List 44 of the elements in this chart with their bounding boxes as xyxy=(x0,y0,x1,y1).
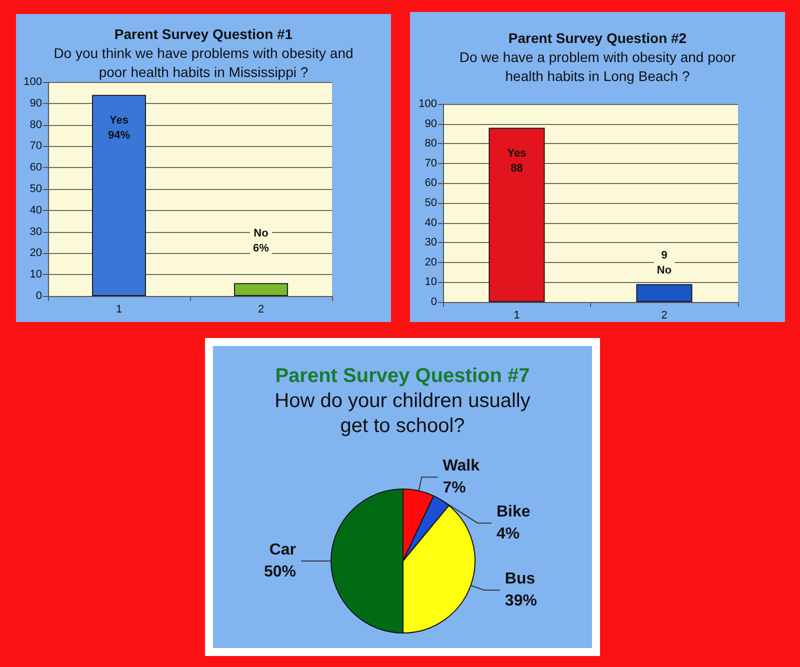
data-label: 7% xyxy=(442,480,466,497)
y-tick-label: 70 xyxy=(30,140,42,152)
chart-title: Parent Survey Question #1 xyxy=(113,25,294,44)
y-tick-label: 60 xyxy=(424,177,437,190)
chart-subtitle: Do we have a problem with obesity and poor health habits in Long Beach ? xyxy=(458,48,737,86)
y-tick-label: 100 xyxy=(24,76,42,88)
y-tick-label: 40 xyxy=(424,216,437,229)
data-label: 39% xyxy=(504,592,537,610)
y-tick-label: 30 xyxy=(30,226,42,238)
y-tick-label: 20 xyxy=(424,256,437,268)
y-tick-label: 100 xyxy=(418,98,437,110)
y-tick-label: 90 xyxy=(424,118,437,130)
x-tick-label: 2 xyxy=(661,310,668,322)
data-label: Yes 94% xyxy=(108,114,130,142)
y-tick-label: 30 xyxy=(424,236,437,249)
data-label: 4% xyxy=(496,526,520,543)
y-tick-label: 40 xyxy=(30,204,42,216)
y-tick-label: 20 xyxy=(30,247,42,260)
y-tick-label: 60 xyxy=(30,162,42,174)
y-tick-label: 10 xyxy=(424,276,437,288)
y-tick-label: 50 xyxy=(424,197,437,209)
data-label: 50% xyxy=(264,564,296,580)
slice-label: Bus xyxy=(504,570,536,588)
y-tick-label: 10 xyxy=(30,268,42,281)
y-tick-label: 0 xyxy=(430,296,437,308)
chart-subtitle: How do your children usually get to school? xyxy=(274,389,532,439)
y-tick-label: 70 xyxy=(424,157,437,170)
y-tick-label: 90 xyxy=(30,97,42,110)
x-tick-label: 1 xyxy=(514,310,520,322)
y-tick-label: 80 xyxy=(30,118,42,131)
y-tick-label: 50 xyxy=(30,183,42,195)
slice-label: Bike xyxy=(496,504,530,521)
slice-label: Walk xyxy=(442,458,480,475)
data-label: 9 No xyxy=(656,250,672,277)
x-tick-label: 1 xyxy=(116,304,122,316)
data-label: Yes 88 xyxy=(507,147,526,174)
y-tick-label: 80 xyxy=(424,138,437,150)
data-label: No 6% xyxy=(253,228,270,255)
y-tick-label: 0 xyxy=(36,290,42,302)
chart-title: Parent Survey Question #7 xyxy=(274,364,531,389)
slice-label: Car xyxy=(269,542,296,558)
x-tick-label: 2 xyxy=(258,304,264,316)
chart-title: Parent Survey Question #2 xyxy=(507,29,688,48)
chart-subtitle: Do you think we have problems with obesity and poor health habits in Mississippi ? xyxy=(54,44,354,82)
